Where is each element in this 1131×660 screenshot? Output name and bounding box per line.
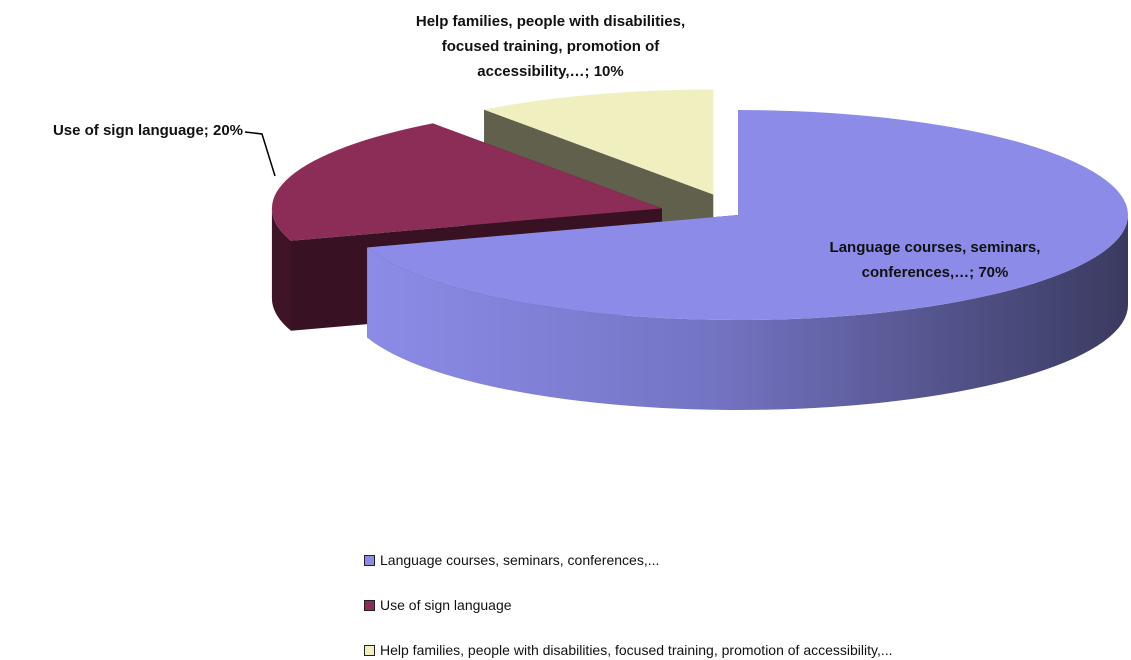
slice-side [367,215,1128,410]
slice [271,123,662,241]
legend-label: Help families, people with disabilities,… [380,642,893,658]
legend-label: Use of sign language [380,597,512,613]
slice [367,110,1128,321]
legend-item: Language courses, seminars, conferences,… [364,552,659,568]
legend-item: Help families, people with disabilities,… [364,642,893,658]
slice-side [271,208,292,331]
legend-swatch [364,554,375,566]
legend-swatch [364,644,375,656]
data-label: Language courses, seminars, conferences,… [829,239,1041,281]
slice [484,89,714,195]
legend-swatch [364,599,375,611]
leader-line [244,131,276,177]
legend-label: Language courses, seminars, conferences,… [380,552,660,568]
data-label: Use of sign language; 20% [52,122,243,139]
legend-item: Use of sign language [364,597,512,613]
data-label: Help families, people with disabilities,… [415,13,686,80]
